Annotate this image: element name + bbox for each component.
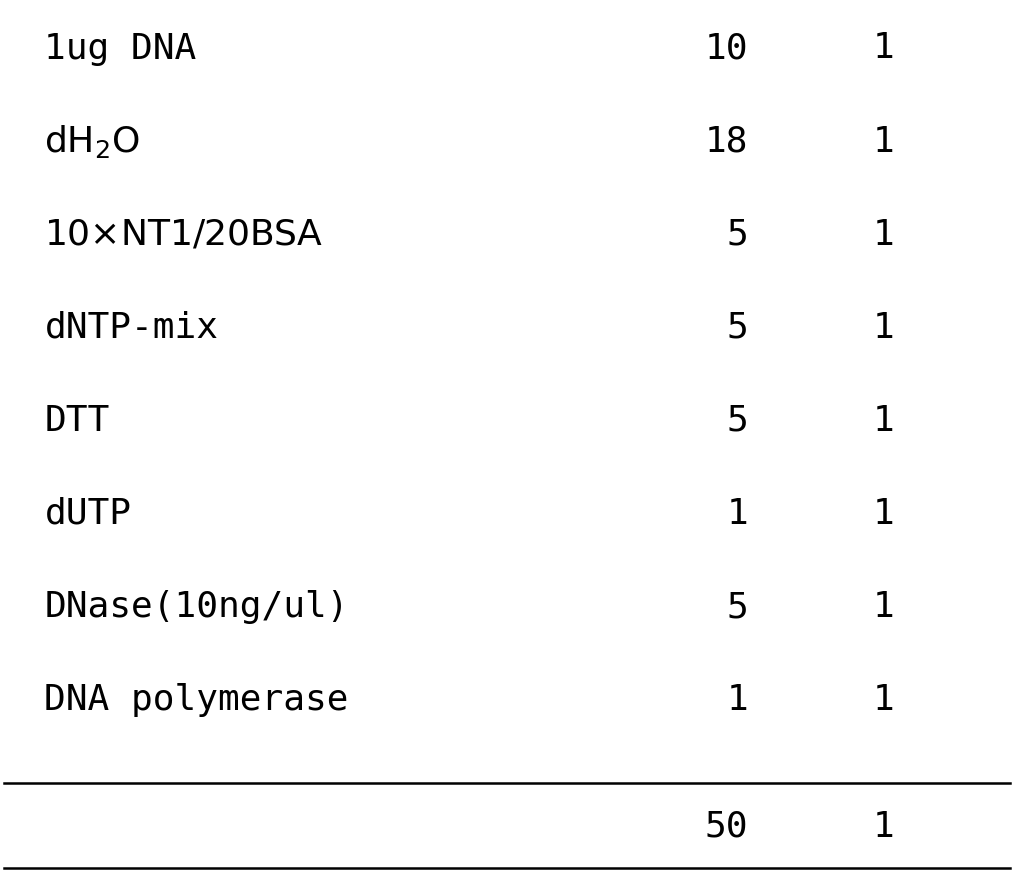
Text: DTT: DTT xyxy=(45,403,110,437)
Text: 10: 10 xyxy=(705,31,748,65)
Text: 5: 5 xyxy=(727,589,748,623)
Text: 50: 50 xyxy=(705,809,748,843)
Text: $\mathsf{10{\times}NT1/20BSA}$: $\mathsf{10{\times}NT1/20BSA}$ xyxy=(45,217,323,251)
Text: 1: 1 xyxy=(872,682,894,716)
Text: 1: 1 xyxy=(872,496,894,530)
Text: 1: 1 xyxy=(872,809,894,843)
Text: 18: 18 xyxy=(705,124,748,158)
Text: 1: 1 xyxy=(872,31,894,65)
Text: DNase(10ng/ul): DNase(10ng/ul) xyxy=(45,589,349,623)
Text: 1: 1 xyxy=(872,310,894,344)
Text: 1: 1 xyxy=(872,124,894,158)
Text: 1: 1 xyxy=(872,217,894,251)
Text: 1: 1 xyxy=(872,403,894,437)
Text: dUTP: dUTP xyxy=(45,496,132,530)
Text: 5: 5 xyxy=(727,403,748,437)
Text: 1: 1 xyxy=(872,589,894,623)
Text: 1: 1 xyxy=(727,682,748,716)
Text: 5: 5 xyxy=(727,217,748,251)
Text: 5: 5 xyxy=(727,310,748,344)
Text: 1: 1 xyxy=(727,496,748,530)
Text: 1ug DNA: 1ug DNA xyxy=(45,31,197,65)
Text: DNA polymerase: DNA polymerase xyxy=(45,682,349,716)
Text: $\mathsf{dH_2O}$: $\mathsf{dH_2O}$ xyxy=(45,123,140,160)
Text: dNTP-mix: dNTP-mix xyxy=(45,310,218,344)
